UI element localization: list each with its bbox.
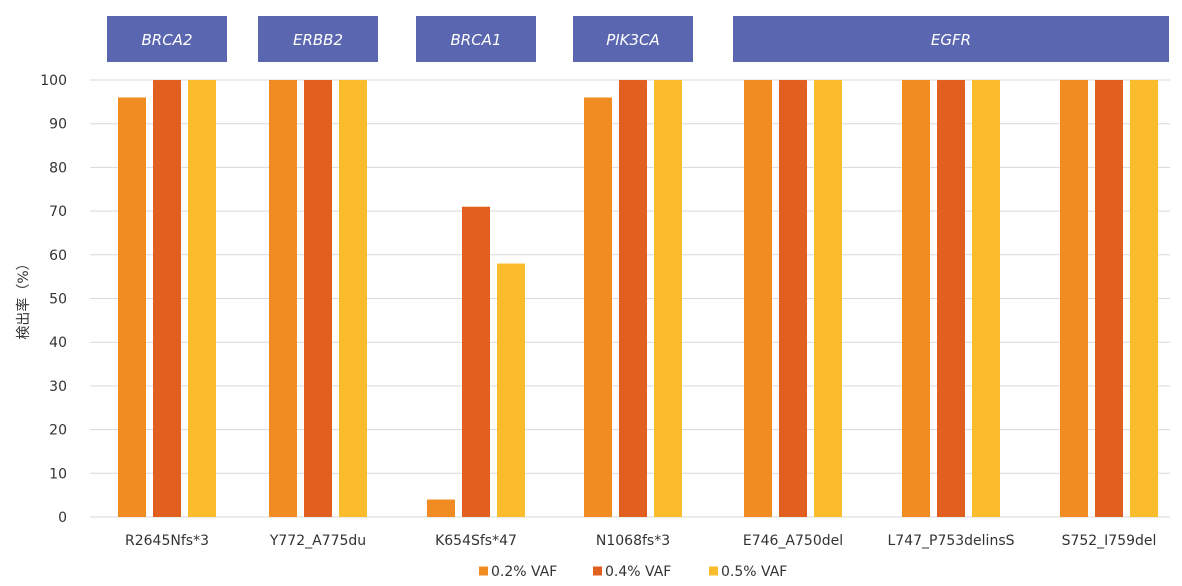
- y-tick-label: 50: [49, 292, 67, 308]
- y-tick-label: 20: [49, 423, 67, 439]
- bar: [118, 97, 146, 517]
- gene-header-bands: BRCA2 ERBB2 BRCA1 PIK3CA EGFR: [107, 16, 1169, 62]
- x-category-label: L747_P753delinsS: [887, 533, 1014, 549]
- legend: 0.2% VAF 0.4% VAF 0.5% VAF: [479, 564, 787, 580]
- y-tick-label: 0: [58, 510, 67, 526]
- bar: [937, 80, 965, 517]
- bar: [188, 80, 216, 517]
- y-tick-label: 90: [49, 117, 67, 133]
- y-tick-label: 100: [40, 73, 67, 89]
- bar: [497, 263, 525, 517]
- bar: [972, 80, 1000, 517]
- legend-label: 0.2% VAF: [491, 564, 557, 580]
- y-tick-label: 60: [49, 248, 67, 264]
- y-tick-label: 30: [49, 379, 67, 395]
- gene-band: [573, 16, 693, 62]
- bar: [779, 80, 807, 517]
- bar: [339, 80, 367, 517]
- bar: [619, 80, 647, 517]
- bar: [1130, 80, 1158, 517]
- gene-band: [107, 16, 227, 62]
- legend-swatch: [593, 566, 602, 576]
- x-category-label: N1068fs*3: [596, 533, 670, 549]
- gene-label: BRCA1: [451, 31, 502, 49]
- bar: [1060, 80, 1088, 517]
- bar: [304, 80, 332, 517]
- y-tick-label: 80: [49, 160, 67, 176]
- x-category-label: Y772_A775du: [269, 533, 366, 549]
- legend-swatch: [709, 566, 718, 576]
- bar: [654, 80, 682, 517]
- y-axis-label: 検出率（%）: [15, 256, 32, 339]
- gene-label: ERBB2: [293, 31, 343, 49]
- bar: [462, 206, 490, 518]
- gene-label: PIK3CA: [606, 31, 660, 49]
- y-axis-ticks: 0 10 20 30 40 50 60 70 80 90 100: [40, 73, 67, 526]
- bar: [269, 80, 297, 517]
- gene-band: [416, 16, 536, 62]
- y-tick-label: 10: [49, 466, 67, 482]
- x-category-label: S752_I759del: [1062, 533, 1157, 549]
- y-tick-label: 40: [49, 335, 67, 351]
- x-category-label: K654Sfs*47: [435, 533, 517, 549]
- bar: [427, 499, 455, 517]
- bar: [902, 80, 930, 517]
- x-axis-categories: R2645Nfs*3 Y772_A775du K654Sfs*47 N1068fs*3…: [125, 533, 1156, 549]
- bar: [584, 97, 612, 517]
- legend-label: 0.4% VAF: [605, 564, 671, 580]
- bar: [1095, 80, 1123, 517]
- gene-band: [733, 16, 1169, 62]
- gene-label: BRCA2: [142, 31, 193, 49]
- bar: [744, 80, 772, 517]
- bar: [153, 80, 181, 517]
- gene-band: [258, 16, 378, 62]
- x-category-label: R2645Nfs*3: [125, 533, 209, 549]
- y-tick-label: 70: [49, 204, 67, 220]
- gene-label: EGFR: [931, 31, 971, 49]
- x-category-label: E746_A750del: [743, 533, 843, 549]
- bar: [814, 80, 842, 517]
- legend-label: 0.5% VAF: [721, 564, 787, 580]
- legend-swatch: [479, 566, 488, 576]
- bars: [118, 80, 1158, 518]
